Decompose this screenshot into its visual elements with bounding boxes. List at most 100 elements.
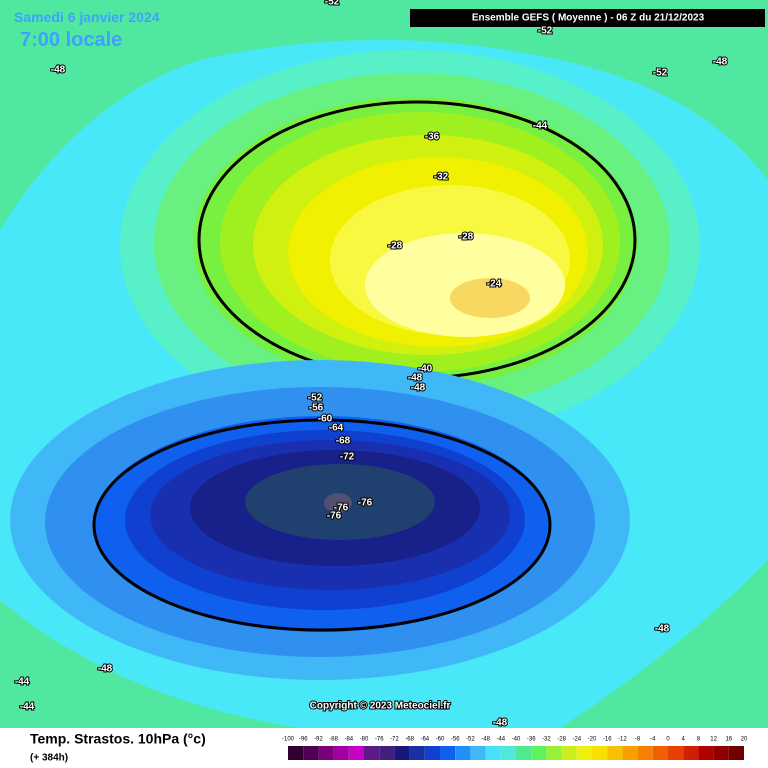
scale-swatch xyxy=(652,746,668,760)
contour-label: -48 xyxy=(408,373,423,384)
scale-tick-label: -40 xyxy=(512,737,521,743)
contour-label: -48 xyxy=(493,718,508,729)
contour-label: -52 xyxy=(325,0,340,8)
scale-tick-label: 8 xyxy=(697,737,701,743)
scale-swatch xyxy=(576,746,592,760)
scale-tick-label: 0 xyxy=(666,737,670,743)
scale-tick-label: -64 xyxy=(420,737,429,743)
scale-swatch xyxy=(516,746,532,760)
model-info: Ensemble GEFS ( Moyenne ) - 06 Z du 21/1… xyxy=(472,13,705,24)
scale-tick-label: -4 xyxy=(650,737,656,743)
scale-tick-label: -76 xyxy=(375,737,384,743)
valid-time: 7:00 locale xyxy=(20,29,122,51)
scale-swatch xyxy=(440,746,456,760)
scale-swatch xyxy=(424,746,440,760)
scale-tick-label: -100 xyxy=(282,737,295,743)
scale-swatch xyxy=(394,746,410,760)
scale-tick-label: -32 xyxy=(542,737,551,743)
scale-tick-label: -96 xyxy=(299,737,308,743)
contour-label: -40 xyxy=(418,364,433,375)
scale-tick-label: -88 xyxy=(329,737,338,743)
contour-label: -64 xyxy=(329,423,344,434)
contour-label: -48 xyxy=(98,664,113,675)
scale-swatch xyxy=(303,746,319,760)
contour-label: -68 xyxy=(336,436,351,447)
contour-label: -56 xyxy=(309,403,324,414)
scale-tick-label: -60 xyxy=(436,737,445,743)
valid-date: Samedi 6 janvier 2024 xyxy=(14,9,160,25)
scale-tick-label: -92 xyxy=(314,737,323,743)
parameter: Temp. Strastos. 10hPa (°c) xyxy=(30,731,206,747)
scale-swatch xyxy=(470,746,486,760)
scale-swatch xyxy=(364,746,380,760)
cold-vortex xyxy=(10,360,630,680)
scale-tick-label: -20 xyxy=(588,737,597,743)
scale-tick-label: 16 xyxy=(725,737,732,743)
scale-swatch xyxy=(622,746,638,760)
scale-tick-label: -48 xyxy=(481,737,490,743)
lead-time: (+ 384h) xyxy=(30,753,68,764)
map: Ensemble GEFS ( Moyenne ) - 06 Z du 21/1… xyxy=(0,0,768,729)
contour-label: -76 xyxy=(334,503,349,514)
scale-swatch xyxy=(607,746,623,760)
contour-label: -52 xyxy=(653,68,668,79)
scale-swatch xyxy=(348,746,364,760)
contour-label: -52 xyxy=(308,393,323,404)
contour-label: -44 xyxy=(20,702,35,713)
warm-band xyxy=(0,0,768,230)
scale-swatch xyxy=(683,746,699,760)
scale-swatch xyxy=(333,746,349,760)
scale-tick-label: 4 xyxy=(682,737,686,743)
scale-swatch xyxy=(318,746,334,760)
scale-tick-label: -8 xyxy=(635,737,641,743)
scale-tick-label: -52 xyxy=(466,737,475,743)
contour-label: -76 xyxy=(358,498,373,509)
scale-swatch xyxy=(728,746,744,760)
scale-swatch xyxy=(668,746,684,760)
contour-label: -76 xyxy=(327,511,342,522)
scale-swatch xyxy=(698,746,714,760)
contour-labels: -52-52-52-48-48-44-36-32-28-28-24-40-48-… xyxy=(14,0,729,729)
scale-tick-label: -24 xyxy=(572,737,581,743)
scale-swatch xyxy=(531,746,547,760)
scale-tick-label: -16 xyxy=(603,737,612,743)
scale-tick-label: -80 xyxy=(360,737,369,743)
model-banner xyxy=(410,9,765,27)
warm-corner xyxy=(0,560,768,728)
scale-tick-label: -36 xyxy=(527,737,536,743)
contour-label: -44 xyxy=(15,677,30,688)
scale-tick-label: -12 xyxy=(618,737,627,743)
contour-label: -48 xyxy=(713,57,728,68)
copyright: Copyright © 2023 Meteociel.fr xyxy=(310,701,451,712)
contour-label: -60 xyxy=(318,414,333,425)
scale-tick-label: -84 xyxy=(344,737,353,743)
scale-swatch xyxy=(455,746,471,760)
color-scale: -100 -96 -92 -88 -84 -80 -76 -72 -68 -64 -60 -56 -52… xyxy=(282,737,748,760)
scale-swatch xyxy=(409,746,425,760)
contour-label: -48 xyxy=(655,624,670,635)
contour-label: -48 xyxy=(411,383,426,394)
scale-swatch xyxy=(713,746,729,760)
scale-tick-label: -56 xyxy=(451,737,460,743)
contour-label: -28 xyxy=(388,241,403,252)
scale-swatch xyxy=(546,746,562,760)
scale-tick-label: -28 xyxy=(557,737,566,743)
scale-swatch xyxy=(485,746,501,760)
scale-swatch xyxy=(592,746,608,760)
scale-swatch xyxy=(561,746,577,760)
contour-label: -28 xyxy=(459,232,474,243)
contour-label: -44 xyxy=(533,121,548,132)
scale-tick-label: 12 xyxy=(710,737,717,743)
contour-label: -24 xyxy=(487,279,502,290)
contour-label: -48 xyxy=(51,65,66,76)
warm-vortex xyxy=(120,50,700,440)
contour-label: -72 xyxy=(340,452,355,463)
scale-swatch xyxy=(288,746,304,760)
scale-tick-label: -44 xyxy=(496,737,505,743)
scale-tick-label: 20 xyxy=(741,737,748,743)
contour-label: -36 xyxy=(425,132,440,143)
scale-tick-label: -68 xyxy=(405,737,414,743)
scale-swatch xyxy=(500,746,516,760)
scale-swatch xyxy=(379,746,395,760)
